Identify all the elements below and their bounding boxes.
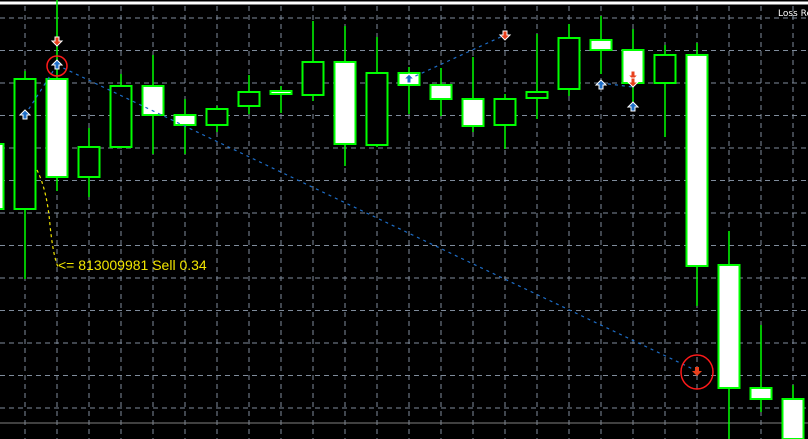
trade-annotation-label: <= 813009981 Sell 0.34 [58,257,207,273]
buy-arrow-icon [402,73,416,84]
bullish-candle [109,85,133,148]
bullish-candle [557,37,581,90]
trade-connection-line [600,82,634,88]
buy-arrow-icon [50,59,64,70]
bearish-candle [429,84,453,100]
sell-arrow-icon [498,30,512,41]
bearish-candle [0,143,5,210]
bullish-candle [525,91,549,99]
sell-arrow-icon [626,70,640,81]
bullish-candle [13,78,37,210]
bullish-candle [77,146,101,178]
bearish-candle [45,78,69,178]
bearish-candle [461,98,485,127]
buy-arrow-icon [626,101,640,112]
bearish-candle [749,387,773,400]
bullish-candle [205,108,229,126]
bullish-candle [301,61,325,96]
bearish-candle [717,264,741,389]
sell-arrow-icon [626,77,640,88]
highlight-circle [46,55,68,77]
buy-arrow-icon [18,109,32,120]
bearish-candle [685,54,709,267]
buy-arrow-icon [594,79,608,90]
sell-arrow-icon [692,367,702,376]
bullish-candle [493,98,517,126]
bearish-candle [781,398,805,439]
bearish-candle [333,61,357,145]
bearish-candle [269,90,293,95]
trade-connection-line [408,34,506,80]
bullish-candle [237,91,261,107]
loss-label: Loss Re [778,9,808,19]
sell-arrow-icon [50,36,64,47]
annotation-leader-line [36,169,59,268]
trade-connection-line [24,64,58,116]
bullish-candle [365,72,389,146]
bearish-candle [173,114,197,126]
highlight-circle [680,354,714,390]
bearish-candle [589,39,613,51]
bullish-candle [653,54,677,84]
